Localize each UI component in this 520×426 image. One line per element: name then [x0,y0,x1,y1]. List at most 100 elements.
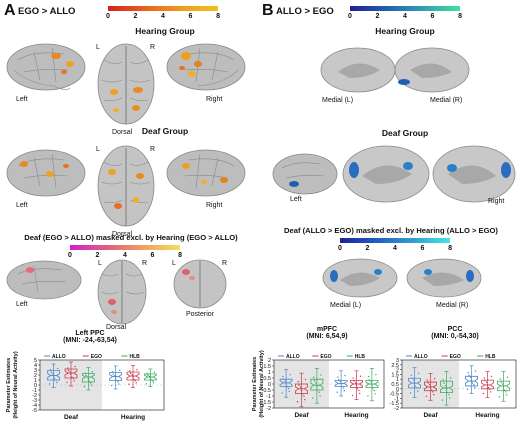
panel-a-title: EGO > ALLO [18,6,76,17]
data-point [83,385,86,388]
y-tick-label: 0.5 [391,382,399,388]
data-point [283,378,285,381]
data-point [284,380,286,382]
data-point [336,391,338,393]
data-point [110,384,113,387]
tick: 6 [430,13,435,20]
y-tick-label: 2 [34,373,37,379]
y-tick-label: 2.5 [391,363,399,369]
data-point [505,391,507,393]
data-point [74,365,76,368]
data-point [343,389,345,392]
data-point [506,376,509,378]
data-point [425,395,428,397]
data-point [300,389,303,392]
data-point [88,380,90,383]
y-tick-label: 0 [268,382,271,388]
tick: 4 [403,13,407,20]
tick: 6 [150,252,155,259]
colorbar-b-ticks: 0 2 4 6 8 [348,13,462,20]
label-medial-l-masked-b: Medial (L) [330,302,362,309]
tick: 8 [178,252,182,259]
data-point [67,369,70,372]
y-tick-label: -2 [32,393,37,399]
deaf-group-title-a: Deaf Group [141,126,189,136]
data-point [442,379,444,381]
y-tick-label: 1 [396,377,399,383]
y-tick-label: 2 [396,368,399,374]
box-hlb [310,378,324,391]
box-ego [64,368,78,379]
y-tick-label: 1 [34,378,37,384]
group-label: Deaf [294,412,309,419]
data-point [90,384,93,386]
data-point [312,397,314,399]
brain-dorsal-hearing-a [97,43,155,125]
data-point [90,382,92,384]
plot3-title: PCC [447,326,463,333]
data-point [50,371,52,374]
data-point [433,393,435,396]
data-point [353,380,355,382]
data-point [128,383,130,385]
label-dorsal-hearing-a: Dorsal [112,129,133,136]
tick: 8 [458,13,462,20]
legend-label: ALLO [286,354,300,360]
plot-pcc: -2-1.5-1-0.500.511.522.53 ALLO EGO HLB Deaf H… [390,354,517,419]
brain-dorsal-deaf-a [97,145,155,227]
colorbar-b-masked-ticks: 0 2 4 6 8 [338,245,452,252]
data-point [131,373,133,376]
box-allo [279,378,293,387]
data-point [152,380,154,382]
brain-medial-l-hearing-b [320,47,396,93]
brain-right-lateral-hearing-a [166,43,246,91]
data-point [288,390,290,393]
data-point [287,387,290,390]
data-point [300,386,302,388]
data-point [296,401,299,403]
label-posterior: Posterior [186,311,215,318]
y-axis-label: Parameter Estimates [6,358,12,412]
data-point [282,375,284,378]
y-tick-label: -3 [32,398,37,404]
box-ego [424,381,437,392]
panel-b-letter: B [262,2,274,19]
data-point [426,379,428,381]
tick: 2 [375,13,380,20]
label-medial-l-hearing-b: Medial (L) [322,97,354,104]
label-right-hearing-a: Right [206,96,223,103]
box-allo [408,377,421,389]
y-tick-label: 3 [396,358,399,364]
data-point [53,377,56,380]
data-point [500,381,502,383]
data-point [145,383,148,385]
hearing-group-title-b: Hearing Group [375,26,435,36]
data-point [297,380,299,383]
data-point [449,377,452,379]
data-point [341,385,343,388]
data-point [466,388,469,391]
data-point [368,375,370,378]
legend-label: ALLO [414,354,428,360]
tick: 4 [161,13,165,20]
y-tick-label: 2 [268,358,271,364]
tick: 2 [365,245,370,252]
data-point [483,377,485,379]
legend-label: EGO [450,354,461,360]
y-tick-label: -1 [394,396,399,402]
data-point [91,371,94,373]
data-point [285,383,287,385]
data-point [371,384,373,386]
data-point [71,376,73,378]
brain-medial-r-masked-b [406,258,482,298]
data-point [470,376,472,379]
colorbar-a [108,6,218,11]
plot-mpfc: -2-1.5-1-0.500.511.52 ALLO EGO HLB Deaf Heari… [252,350,385,419]
data-point [375,373,377,376]
data-point [417,390,419,392]
data-point [355,382,357,384]
data-point [502,386,505,388]
data-point [117,381,119,383]
label-l-hearing-a: L [96,44,100,51]
